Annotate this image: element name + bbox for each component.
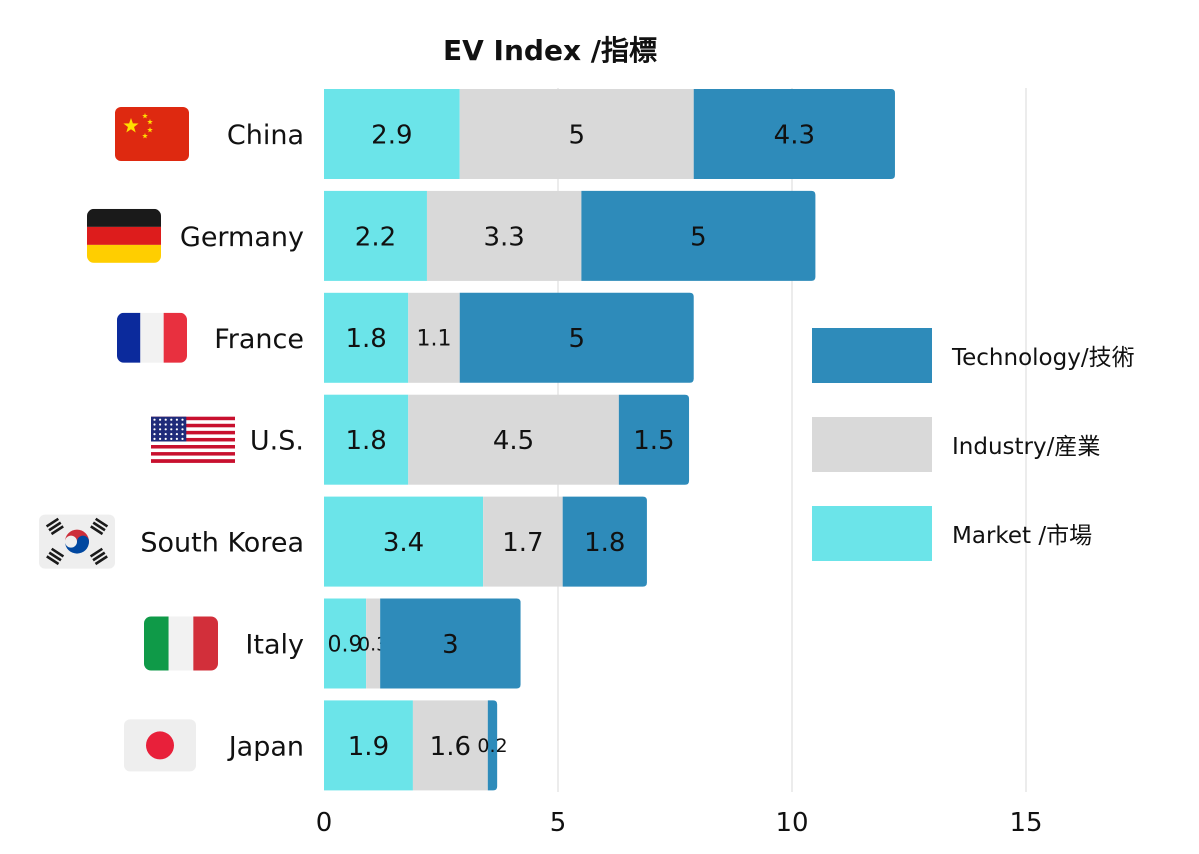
value-label-italy-technology: 3 [442, 630, 459, 660]
bar-china-technology [693, 89, 895, 179]
bar-germany-market [324, 190, 427, 281]
bar-south-korea-industry [483, 496, 563, 587]
bar-italy-industry [366, 598, 381, 689]
value-label-japan-technology: 0.2 [477, 735, 507, 757]
germany-flag [87, 208, 161, 263]
japan-flag [124, 719, 196, 772]
value-label-south-korea-technology: 1.8 [584, 528, 625, 558]
bars: 2.9 5 4.3 2.2 3.3 5 1.8 1.1 5 1.8 4.5 1.5 3.4 1.7 1.8 0… [324, 89, 895, 791]
bar-germany-technology [581, 190, 816, 281]
value-label-south-korea-market: 3.4 [383, 528, 424, 558]
x-tick-label-10: 10 [775, 808, 808, 838]
x-axis: 0 5 10 15 [316, 808, 1043, 838]
value-label-italy-market: 0.9 [328, 632, 363, 657]
legend-swatch-market [812, 506, 932, 561]
value-label-germany-market: 2.2 [355, 222, 396, 252]
value-label-france-industry: 1.1 [416, 327, 451, 352]
legend-label-technology: Technology/技術 [951, 345, 1135, 371]
value-label-china-industry: 5 [568, 120, 585, 150]
china-flag [115, 107, 189, 161]
chart-title: EV Index /指標 [443, 34, 657, 67]
bar-u-s-technology [618, 394, 690, 485]
legend: Technology/技術 Industry/産業 Market /市場 [812, 328, 1135, 561]
bar-japan-market [324, 700, 413, 791]
us-flag [151, 416, 235, 463]
bar-france-technology [459, 292, 694, 383]
value-label-japan-industry: 1.6 [430, 732, 471, 762]
bar-japan-industry [412, 700, 488, 791]
value-label-south-korea-industry: 1.7 [502, 528, 543, 558]
legend-label-market: Market /市場 [952, 523, 1092, 549]
value-label-china-market: 2.9 [371, 120, 412, 150]
value-label-u-s-industry: 4.5 [493, 426, 534, 456]
bar-italy-technology [380, 598, 521, 689]
category-label-germany: Germany [180, 222, 304, 253]
bar-italy-market [324, 598, 367, 689]
bar-china-industry [459, 89, 694, 179]
bar-u-s-industry [408, 394, 619, 485]
value-label-germany-technology: 5 [690, 222, 707, 252]
category-label-japan: Japan [227, 731, 304, 762]
category-label-italy: Italy [245, 630, 304, 661]
italy-flag [144, 616, 218, 671]
value-label-china-technology: 4.3 [774, 120, 815, 150]
value-label-france-market: 1.8 [345, 324, 386, 354]
bar-france-market [324, 292, 409, 383]
france-flag [117, 312, 187, 363]
legend-label-industry: Industry/産業 [952, 434, 1100, 460]
bar-germany-industry [426, 190, 582, 281]
value-label-japan-market: 1.9 [348, 732, 389, 762]
legend-swatch-technology [812, 328, 932, 383]
category-label-u-s: U.S. [250, 426, 304, 457]
x-tick-label-5: 5 [550, 808, 567, 838]
value-label-germany-industry: 3.3 [484, 222, 525, 252]
legend-swatch-industry [812, 417, 932, 472]
value-label-u-s-market: 1.8 [345, 426, 386, 456]
bar-south-korea-technology [562, 496, 647, 587]
x-tick-label-15: 15 [1009, 808, 1042, 838]
bar-china-market [324, 89, 460, 179]
south-korea-flag [39, 514, 115, 569]
category-label-south-korea: South Korea [140, 528, 304, 559]
value-label-france-technology: 5 [568, 324, 585, 354]
bar-south-korea-market [324, 496, 484, 587]
category-label-china: China [227, 120, 304, 151]
category-labels: China Germany France U.S. South Korea Italy Ja… [39, 107, 304, 772]
bar-france-industry [408, 292, 460, 383]
x-tick-label-0: 0 [316, 808, 333, 838]
bar-japan-technology [487, 700, 498, 791]
bar-u-s-market [324, 394, 409, 485]
value-label-u-s-technology: 1.5 [633, 426, 674, 456]
category-label-france: France [214, 324, 304, 355]
